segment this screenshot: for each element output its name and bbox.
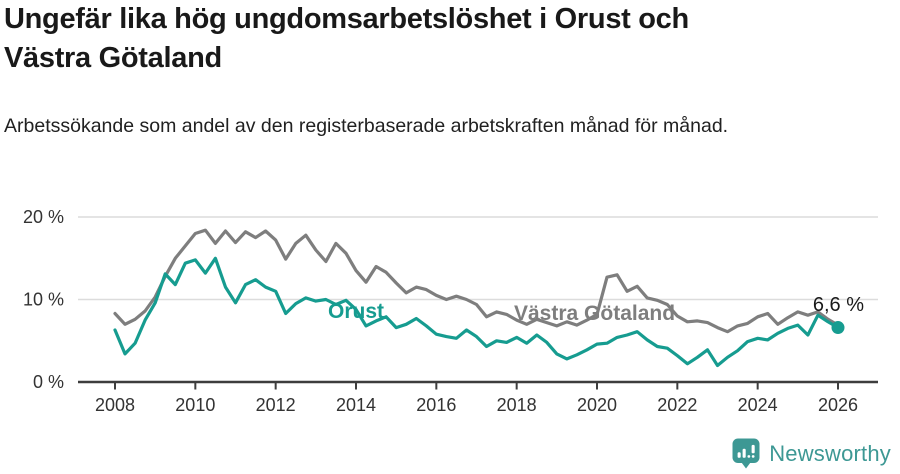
newsworthy-logo[interactable]: Newsworthy (732, 438, 891, 469)
x-axis-tick-label: 2018 (497, 395, 537, 415)
vastra-gotaland-series-label: Västra Götaland (514, 302, 675, 325)
x-axis-tick-label: 2016 (416, 395, 456, 415)
orust-series-label: Orust (328, 300, 384, 323)
unemployment-line-chart: 0 % 10 % 20 % 2008 2010 2012 2014 2016 2018 2020 2… (23, 207, 878, 415)
grid-layer: 0 % 10 % 20 % 2008 2010 2012 2014 2016 2018 2020 2… (23, 207, 878, 415)
x-axis-tick-label: 2012 (256, 395, 296, 415)
y-axis-tick-label: 0 % (33, 372, 64, 392)
page-subtitle: Arbetssökande som andel av den registerb… (4, 115, 729, 137)
y-axis-tick-label: 10 % (23, 290, 64, 310)
x-axis-tick-label: 2008 (95, 395, 135, 415)
x-axis-tick-label: 2024 (738, 395, 778, 415)
x-axis-tick-label: 2014 (336, 395, 376, 415)
series-line-v-stra-g-taland (113, 228, 840, 334)
latest-value-annotation: 6,6 % (813, 294, 864, 316)
newsworthy-bubble-icon (732, 438, 760, 469)
y-axis-tick-label: 20 % (23, 207, 64, 227)
x-axis-tick-label: 2010 (175, 395, 215, 415)
x-axis-tick-label: 2022 (657, 395, 697, 415)
x-axis-tick-label: 2020 (577, 395, 617, 415)
latest-value-dot (831, 321, 845, 335)
x-axis-tick-label: 2026 (818, 395, 858, 415)
page-title: Ungefär lika hög ungdomsarbetslöshet i O… (4, 3, 689, 74)
newsworthy-brand-text: Newsworthy (769, 440, 891, 466)
series-layer (113, 228, 845, 368)
series-line-orust (113, 256, 840, 368)
